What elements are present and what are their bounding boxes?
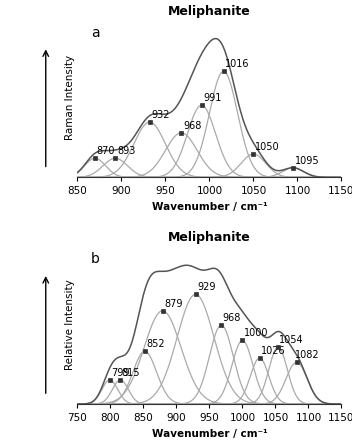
Text: 968: 968 [183, 121, 201, 131]
Text: 799: 799 [111, 368, 130, 378]
Text: 968: 968 [223, 313, 241, 323]
Text: 815: 815 [122, 368, 140, 378]
Text: 852: 852 [146, 339, 165, 349]
Text: 879: 879 [164, 298, 182, 309]
Text: 1050: 1050 [255, 142, 280, 152]
Text: 1095: 1095 [295, 156, 319, 166]
Text: 1000: 1000 [244, 328, 268, 338]
Y-axis label: Raman Intensity: Raman Intensity [65, 55, 75, 140]
Title: Meliphanite: Meliphanite [168, 5, 251, 18]
Text: 1026: 1026 [261, 346, 285, 356]
Text: 1016: 1016 [225, 59, 250, 69]
Text: 1082: 1082 [295, 350, 320, 360]
Text: 929: 929 [197, 282, 215, 292]
Text: a: a [91, 26, 99, 40]
Text: 991: 991 [203, 93, 222, 103]
X-axis label: Wavenumber / cm⁻¹: Wavenumber / cm⁻¹ [152, 202, 267, 212]
X-axis label: Wavenumber / cm⁻¹: Wavenumber / cm⁻¹ [152, 428, 267, 439]
Text: 893: 893 [117, 146, 136, 156]
Y-axis label: Relative Intensity: Relative Intensity [65, 279, 75, 369]
Title: Meliphanite: Meliphanite [168, 231, 251, 244]
Text: b: b [91, 252, 100, 266]
Text: 1054: 1054 [279, 335, 304, 345]
Text: 932: 932 [151, 110, 170, 120]
Text: 870: 870 [97, 146, 115, 156]
